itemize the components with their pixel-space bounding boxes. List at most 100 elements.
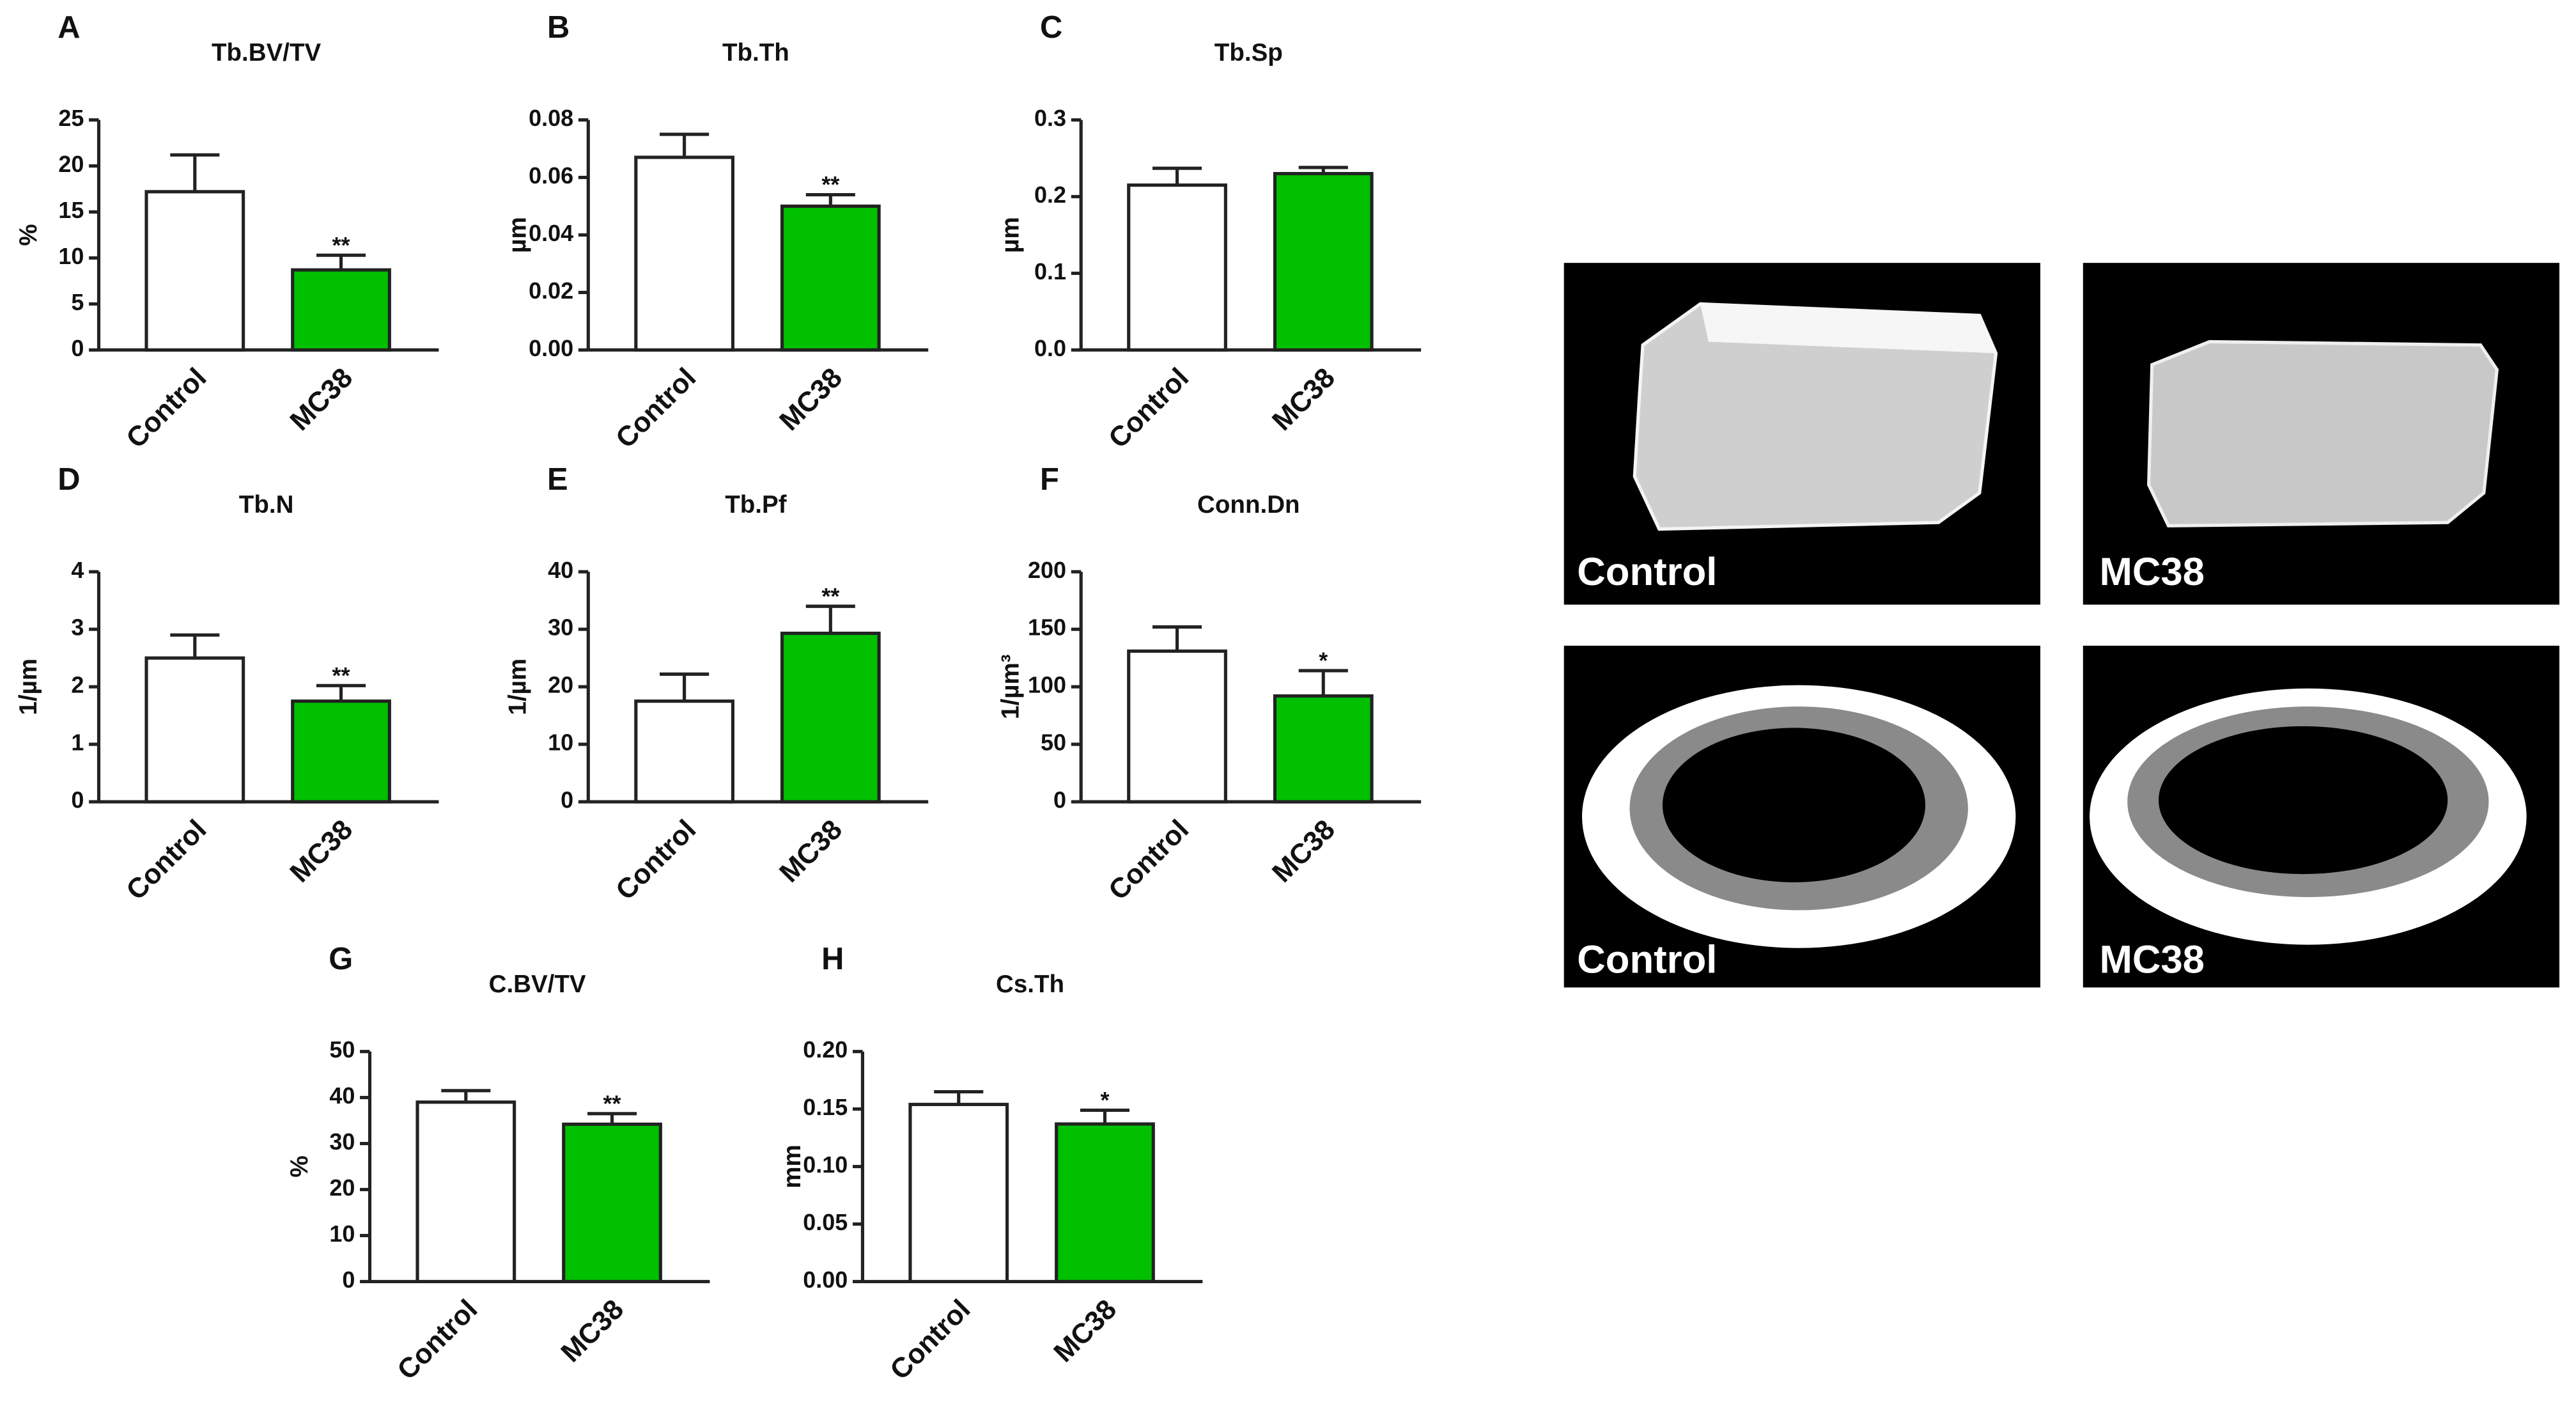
x-tick-label: Control xyxy=(610,362,702,454)
panel-letter: F xyxy=(1040,462,1059,497)
panel-letter: H xyxy=(821,942,844,976)
panel-letter: E xyxy=(547,462,568,497)
x-tick-label: Control xyxy=(1103,362,1195,454)
bar-chart: B Tb.Th µm 0.00 0.02 0.04 0.06 0.08 Control ** MC3… xyxy=(504,10,929,454)
image-label: MC38 xyxy=(2099,937,2204,981)
y-tick-label: 0.3 xyxy=(1034,105,1066,131)
bar xyxy=(634,699,734,804)
y-tick-label: 20 xyxy=(329,1175,355,1201)
bar-chart: G C.BV/TV% 0 10 20 30 40 50 Control ** MC38 xyxy=(286,942,710,1386)
bar xyxy=(908,1102,1009,1283)
bar-chart: A Tb.BV/TV% 0 5 10 15 20 25 Control ** MC38 xyxy=(15,10,439,454)
y-tick-label: 0 xyxy=(561,787,573,813)
y-tick-label: 100 xyxy=(1028,672,1066,698)
y-tick-label: 200 xyxy=(1028,557,1066,583)
y-axis-label: 1/µm xyxy=(15,659,42,715)
bar xyxy=(634,155,734,352)
chart-title: Tb.Th xyxy=(722,39,789,66)
x-tick-label: Control xyxy=(120,814,212,906)
y-tick-label: 0.02 xyxy=(529,277,573,304)
panel-letter: A xyxy=(58,10,80,45)
significance: ** xyxy=(821,583,839,609)
y-axis-label: % xyxy=(286,1155,313,1177)
y-tick-label: 20 xyxy=(58,151,84,177)
y-tick-label: 4 xyxy=(71,557,84,583)
y-tick-label: 0.06 xyxy=(529,162,573,189)
bar-chart: D Tb.N 1/µm 0 1 2 3 4 Control ** MC38 xyxy=(15,462,439,906)
y-tick-label: 0.10 xyxy=(803,1151,848,1178)
y-tick-label: 0 xyxy=(342,1267,355,1293)
chart-title: Tb.N xyxy=(239,491,294,519)
y-tick-label: 0.08 xyxy=(529,105,573,131)
bar-chart: H Cs.Th mm 0.00 0.05 0.10 0.15 0.20 Control * MC38 xyxy=(779,942,1203,1386)
image-label: Control xyxy=(1577,550,1717,594)
x-tick-label: MC38 xyxy=(773,362,848,437)
y-tick-label: 15 xyxy=(58,197,84,223)
bar xyxy=(291,699,391,804)
y-tick-label: 10 xyxy=(329,1221,355,1247)
y-tick-label: 0.00 xyxy=(529,335,573,361)
y-tick-label: 1 xyxy=(71,730,84,756)
bar-chart: C Tb.Sp µm 0.0 0.1 0.2 0.3 Control MC38 xyxy=(997,10,1422,454)
y-tick-label: 0 xyxy=(71,787,84,813)
x-tick-label: MC38 xyxy=(1266,362,1341,437)
microct-cortical-control: Control xyxy=(1563,645,2040,988)
bar xyxy=(291,268,391,352)
microct-trabecular-mc38: MC38 xyxy=(2083,263,2559,605)
x-tick-label: MC38 xyxy=(773,814,848,889)
chart-title: Tb.Sp xyxy=(1214,39,1283,66)
y-tick-label: 40 xyxy=(329,1082,355,1109)
chart-title: C.BV/TV xyxy=(489,971,586,998)
bar xyxy=(144,190,245,352)
y-tick-label: 50 xyxy=(1041,730,1066,756)
y-axis-label: mm xyxy=(779,1144,806,1189)
bar xyxy=(144,656,245,804)
chart-title: Tb.Pf xyxy=(725,491,786,519)
chart-title: Conn.Dn xyxy=(1197,491,1300,519)
microct-cortical-mc38: MC38 xyxy=(2083,645,2559,988)
x-tick-label: Control xyxy=(884,1293,976,1386)
y-axis-label: µm xyxy=(504,217,532,253)
x-tick-label: Control xyxy=(391,1293,483,1386)
significance: * xyxy=(1319,648,1328,674)
y-tick-label: 30 xyxy=(329,1128,355,1155)
panel-letter: D xyxy=(58,462,80,497)
bar-chart: F Conn.Dn 1/µm³ 0 50 100 150 200 Control * MC38 xyxy=(997,462,1422,906)
x-tick-label: Control xyxy=(120,362,212,454)
significance: ** xyxy=(821,171,839,198)
y-tick-label: 40 xyxy=(548,557,573,583)
y-axis-label: % xyxy=(15,224,42,246)
chart-title: Tb.BV/TV xyxy=(212,39,322,66)
x-tick-label: MC38 xyxy=(1266,814,1341,889)
y-tick-label: 0.1 xyxy=(1034,258,1066,285)
image-label: Control xyxy=(1577,937,1717,981)
y-axis-label: 1/µm xyxy=(504,659,532,715)
y-tick-label: 10 xyxy=(58,243,84,269)
y-tick-label: 20 xyxy=(548,672,573,698)
bar xyxy=(1055,1122,1155,1283)
x-tick-label: MC38 xyxy=(284,814,359,889)
x-tick-label: Control xyxy=(1103,814,1195,906)
panel-letter: G xyxy=(329,942,353,976)
bar xyxy=(780,204,881,352)
y-tick-label: 5 xyxy=(71,289,84,315)
y-axis-label: 1/µm³ xyxy=(997,654,1025,719)
x-tick-label: Control xyxy=(610,814,702,906)
y-tick-label: 0.04 xyxy=(529,220,573,246)
y-tick-label: 3 xyxy=(71,614,84,641)
y-tick-label: 2 xyxy=(71,672,84,698)
panel-letter: B xyxy=(547,10,570,45)
y-tick-label: 10 xyxy=(548,730,573,756)
x-tick-label: MC38 xyxy=(555,1293,630,1368)
microct-trabecular-control: Control xyxy=(1563,263,2040,605)
bar-chart: E Tb.Pf 1/µm 0 10 20 30 40 Control ** MC38 xyxy=(504,462,929,906)
significance: ** xyxy=(603,1090,621,1116)
y-tick-label: 0.2 xyxy=(1034,182,1066,208)
x-tick-label: MC38 xyxy=(1048,1293,1122,1368)
y-tick-label: 0.00 xyxy=(803,1267,848,1293)
panel-letter: C xyxy=(1040,10,1062,45)
bar xyxy=(562,1122,662,1283)
y-tick-label: 50 xyxy=(329,1036,355,1063)
bar xyxy=(1273,694,1374,804)
